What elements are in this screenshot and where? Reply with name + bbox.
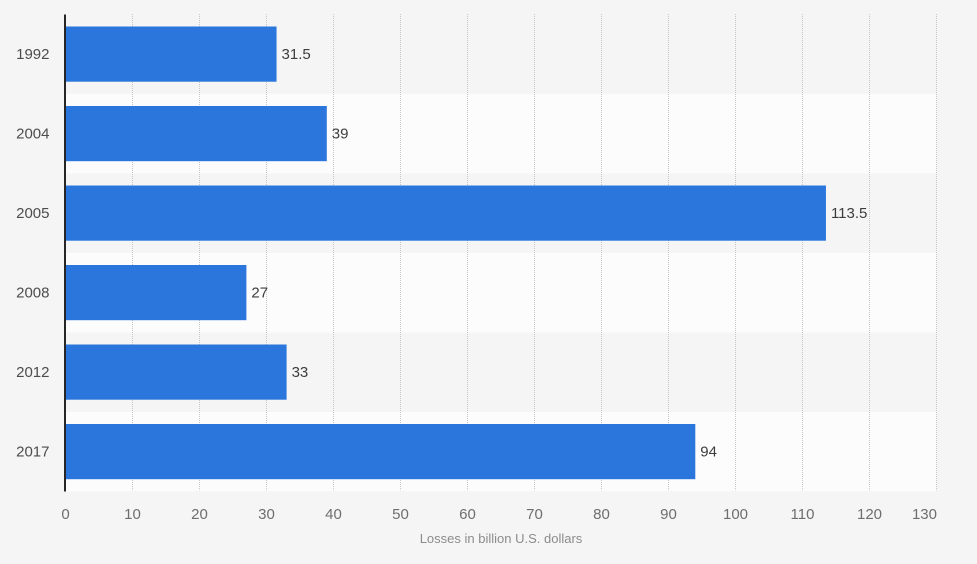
svg-text:50: 50 <box>392 506 409 523</box>
svg-text:90: 90 <box>660 506 677 523</box>
svg-text:31.5: 31.5 <box>282 46 311 63</box>
svg-text:33: 33 <box>292 364 309 381</box>
svg-text:100: 100 <box>723 506 748 523</box>
svg-text:10: 10 <box>124 506 141 523</box>
svg-text:70: 70 <box>526 506 543 523</box>
svg-text:1992: 1992 <box>16 46 49 63</box>
svg-text:40: 40 <box>325 506 342 523</box>
svg-text:2008: 2008 <box>16 285 49 302</box>
svg-text:2005: 2005 <box>16 205 49 222</box>
svg-text:39: 39 <box>332 126 349 143</box>
svg-text:110: 110 <box>791 506 815 523</box>
svg-text:120: 120 <box>857 506 882 523</box>
svg-text:2017: 2017 <box>16 444 49 461</box>
svg-text:2004: 2004 <box>16 126 49 143</box>
svg-text:113.5: 113.5 <box>831 205 867 222</box>
svg-text:60: 60 <box>459 506 476 523</box>
svg-text:2012: 2012 <box>16 364 49 381</box>
svg-text:130: 130 <box>912 506 937 523</box>
svg-text:0: 0 <box>61 506 69 523</box>
svg-text:20: 20 <box>191 506 208 523</box>
svg-text:94: 94 <box>700 444 717 461</box>
svg-text:30: 30 <box>258 506 275 523</box>
svg-text:27: 27 <box>251 285 268 302</box>
svg-text:Losses in billion U.S. dollars: Losses in billion U.S. dollars <box>420 531 583 546</box>
svg-text:80: 80 <box>593 506 610 523</box>
